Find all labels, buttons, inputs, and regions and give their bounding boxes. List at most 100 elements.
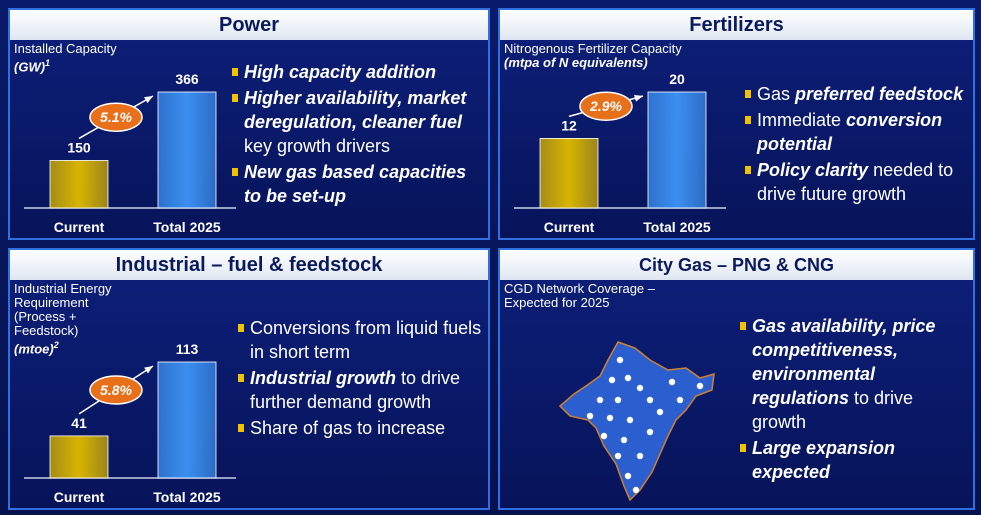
bullet: New gas based capacities to be set-up: [232, 160, 484, 208]
arrow-head: [634, 94, 643, 102]
bullet-text: Share of gas to increase: [250, 418, 446, 438]
unit: (mtoe): [14, 341, 54, 357]
chart: 12 Current 20 Total 2025 2.9%: [514, 71, 726, 235]
bar: [49, 160, 109, 209]
bullets: Conversions from liquid fuels in short t…: [238, 316, 486, 442]
bullet: Immediate conversion potential: [745, 108, 970, 156]
bullets: High capacity addition Higher availabilit…: [232, 60, 484, 210]
value-label: 113: [176, 341, 199, 357]
bullet-text: Industrial growth: [250, 368, 396, 388]
city-dot: [656, 408, 664, 416]
bullet: Policy clarity needed to drive future gr…: [745, 158, 970, 206]
category-label: Current: [544, 219, 595, 235]
panel-title: Fertilizers: [500, 10, 973, 40]
city-dot: [626, 416, 634, 424]
city-dot: [586, 412, 594, 420]
cagr-bubble: [89, 375, 143, 405]
cagr-label: 5.1%: [100, 109, 132, 125]
city-dot: [608, 376, 616, 384]
city-dot: [636, 452, 644, 460]
city-dot: [624, 472, 632, 480]
city-dot: [606, 414, 614, 422]
value-label: 20: [669, 71, 685, 87]
city-dot: [696, 382, 704, 390]
bullet-text: New gas based capacities to be set-up: [244, 162, 467, 206]
category-label: Current: [54, 489, 105, 505]
chart: 41 Current 113 Total 2025 5.8%: [24, 341, 236, 505]
unit-line: (mtoe)2: [14, 338, 112, 356]
bullet: Gas availability, price competitiveness,…: [740, 314, 972, 434]
city-dot: [668, 378, 676, 386]
bullet: Conversions from liquid fuels in short t…: [238, 316, 486, 364]
panel-title: Power: [10, 10, 488, 40]
bar: [539, 137, 599, 209]
panel: Fertilizers Nitrogenous Fertilizer Capaci…: [498, 8, 975, 240]
chart: 150 Current 366 Total 2025 5.1%: [24, 71, 236, 235]
bullet-text: Large expansion expected: [752, 438, 896, 482]
label-line: Industrial Energy: [14, 281, 112, 296]
city-dot: [676, 396, 684, 404]
city-dot: [632, 486, 640, 494]
panel: Industrial – fuel & feedstock Industrial …: [8, 248, 490, 510]
bullet-text: to drive further demand growth: [250, 368, 461, 412]
bullet: Industrial growth to drive further deman…: [238, 366, 486, 414]
unit: (GW): [14, 59, 46, 75]
panel: City Gas – PNG & CNG CGD Network Coverage…: [498, 248, 975, 510]
bullet-text: High capacity addition: [244, 62, 437, 82]
panel-title: City Gas – PNG & CNG: [500, 250, 973, 280]
bullet: Large expansion expected: [740, 436, 972, 484]
arrow-head: [144, 96, 153, 104]
cagr-label: 5.8%: [100, 382, 132, 398]
label-line: Requirement: [14, 295, 89, 310]
city-dot: [636, 384, 644, 392]
category-label: Total 2025: [643, 219, 711, 235]
bullets: Gas availability, price competitiveness,…: [740, 314, 972, 486]
cagr-bubble: [579, 91, 633, 121]
bar: [647, 91, 707, 209]
unit-line: (mtpa of N equivalents): [504, 56, 682, 70]
city-dot: [596, 396, 604, 404]
value-label: 150: [67, 139, 91, 155]
chart-label: Installed Capacity (GW)1: [14, 42, 117, 74]
bullet: Gas preferred feedstock: [745, 82, 970, 106]
category-label: Total 2025: [153, 489, 221, 505]
bar: [157, 91, 217, 209]
bullet-text: Immediate: [757, 110, 847, 130]
chart-label: Industrial Energy Requirement (Process + F…: [14, 282, 112, 356]
bullet-text: conversion potential: [757, 110, 943, 154]
bullet-text: Higher availability, market deregulation…: [244, 88, 467, 132]
city-dot: [646, 428, 654, 436]
value-label: 366: [175, 71, 199, 87]
bullet-text: Policy clarity: [757, 160, 869, 180]
label-line: Expected for 2025: [504, 295, 610, 310]
bullet-text: key growth drivers: [244, 136, 391, 156]
bullet-text: Gas availability, price competitiveness,…: [752, 316, 936, 408]
india-map: [558, 341, 715, 502]
cagr-bubble: [89, 102, 143, 132]
arrow-head: [144, 366, 153, 374]
label-line: Installed Capacity: [14, 41, 117, 56]
bullets: Gas preferred feedstock Immediate convers…: [745, 82, 970, 208]
chart-label: Nitrogenous Fertilizer Capacity (mtpa of …: [504, 42, 682, 70]
label-line: CGD Network Coverage –: [504, 281, 655, 296]
bullet-text: Gas: [757, 84, 796, 104]
footnote: 2: [53, 340, 59, 350]
bullet: High capacity addition: [232, 60, 484, 84]
city-dot: [646, 396, 654, 404]
panel-title: Industrial – fuel & feedstock: [10, 250, 488, 280]
cagr-label: 2.9%: [589, 98, 622, 114]
bullet-text: to drive growth: [752, 388, 914, 432]
unit-line: (GW)1: [14, 56, 117, 74]
bullet-text: needed to drive future growth: [757, 160, 954, 204]
unit: (mtpa of N equivalents): [504, 55, 648, 70]
city-dot: [616, 356, 624, 364]
bullet: Share of gas to increase: [238, 416, 486, 440]
city-dot: [624, 374, 632, 382]
label-line: (Process +: [14, 309, 77, 324]
category-label: Total 2025: [153, 219, 221, 235]
category-label: Current: [54, 219, 105, 235]
panel: Power Installed Capacity (GW)1 150 Current 36…: [8, 8, 490, 240]
value-label: 12: [561, 117, 577, 133]
label-line: Nitrogenous Fertilizer Capacity: [504, 41, 682, 56]
